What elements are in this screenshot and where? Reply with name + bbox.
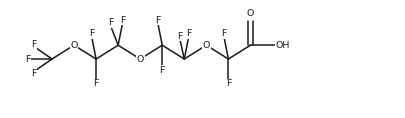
- Text: F: F: [31, 40, 36, 49]
- Text: O: O: [202, 41, 209, 50]
- Text: F: F: [119, 16, 125, 25]
- Text: F: F: [31, 69, 36, 78]
- Text: F: F: [93, 80, 98, 88]
- Text: F: F: [177, 32, 182, 41]
- Text: F: F: [225, 80, 230, 88]
- Text: F: F: [221, 30, 226, 38]
- Text: O: O: [136, 55, 143, 63]
- Text: F: F: [89, 30, 94, 38]
- Text: F: F: [159, 66, 164, 75]
- Text: O: O: [246, 9, 254, 18]
- Text: F: F: [107, 18, 113, 27]
- Text: OH: OH: [275, 41, 289, 50]
- Text: F: F: [155, 16, 160, 25]
- Text: F: F: [185, 30, 191, 38]
- Text: O: O: [70, 41, 77, 50]
- Text: F: F: [25, 55, 30, 63]
